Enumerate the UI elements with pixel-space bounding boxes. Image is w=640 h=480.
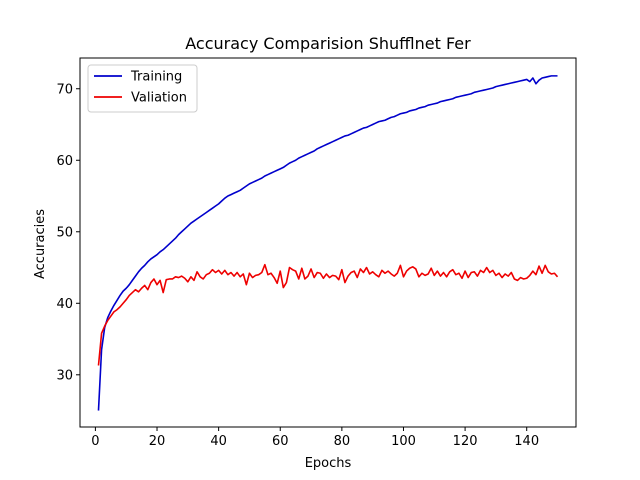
y-tick-label: 60 xyxy=(56,154,73,169)
series-line-valiation xyxy=(97,263,559,366)
legend-label-valiation: Valiation xyxy=(131,91,187,106)
y-axis: 30 40 50 60 70 xyxy=(56,82,80,383)
legend-label-training: Training xyxy=(130,70,182,85)
x-tick-label: 100 xyxy=(391,434,416,449)
x-tick-label: 60 xyxy=(272,434,289,449)
x-tick-label: 140 xyxy=(514,434,539,449)
x-tick-label: 80 xyxy=(334,434,351,449)
x-tick-label: 40 xyxy=(210,434,227,449)
series-line-training xyxy=(97,75,558,411)
y-tick-label: 40 xyxy=(56,297,73,312)
y-tick-label: 30 xyxy=(56,368,73,383)
x-tick-label: 20 xyxy=(149,434,166,449)
x-axis: 0 20 40 60 80 100 120 140 xyxy=(91,427,539,449)
x-axis-label: Epochs xyxy=(305,456,352,471)
x-tick-label: 120 xyxy=(453,434,478,449)
chart-title: Accuracy Comparision Shufflnet Fer xyxy=(185,34,471,53)
plot-area xyxy=(97,75,559,411)
y-tick-label: 50 xyxy=(56,225,73,240)
y-axis-label: Accuracies xyxy=(33,209,48,279)
y-tick-label: 70 xyxy=(56,82,73,97)
plot-frame xyxy=(79,57,577,428)
legend: Training Valiation xyxy=(87,64,198,113)
x-tick-label: 0 xyxy=(91,434,99,449)
